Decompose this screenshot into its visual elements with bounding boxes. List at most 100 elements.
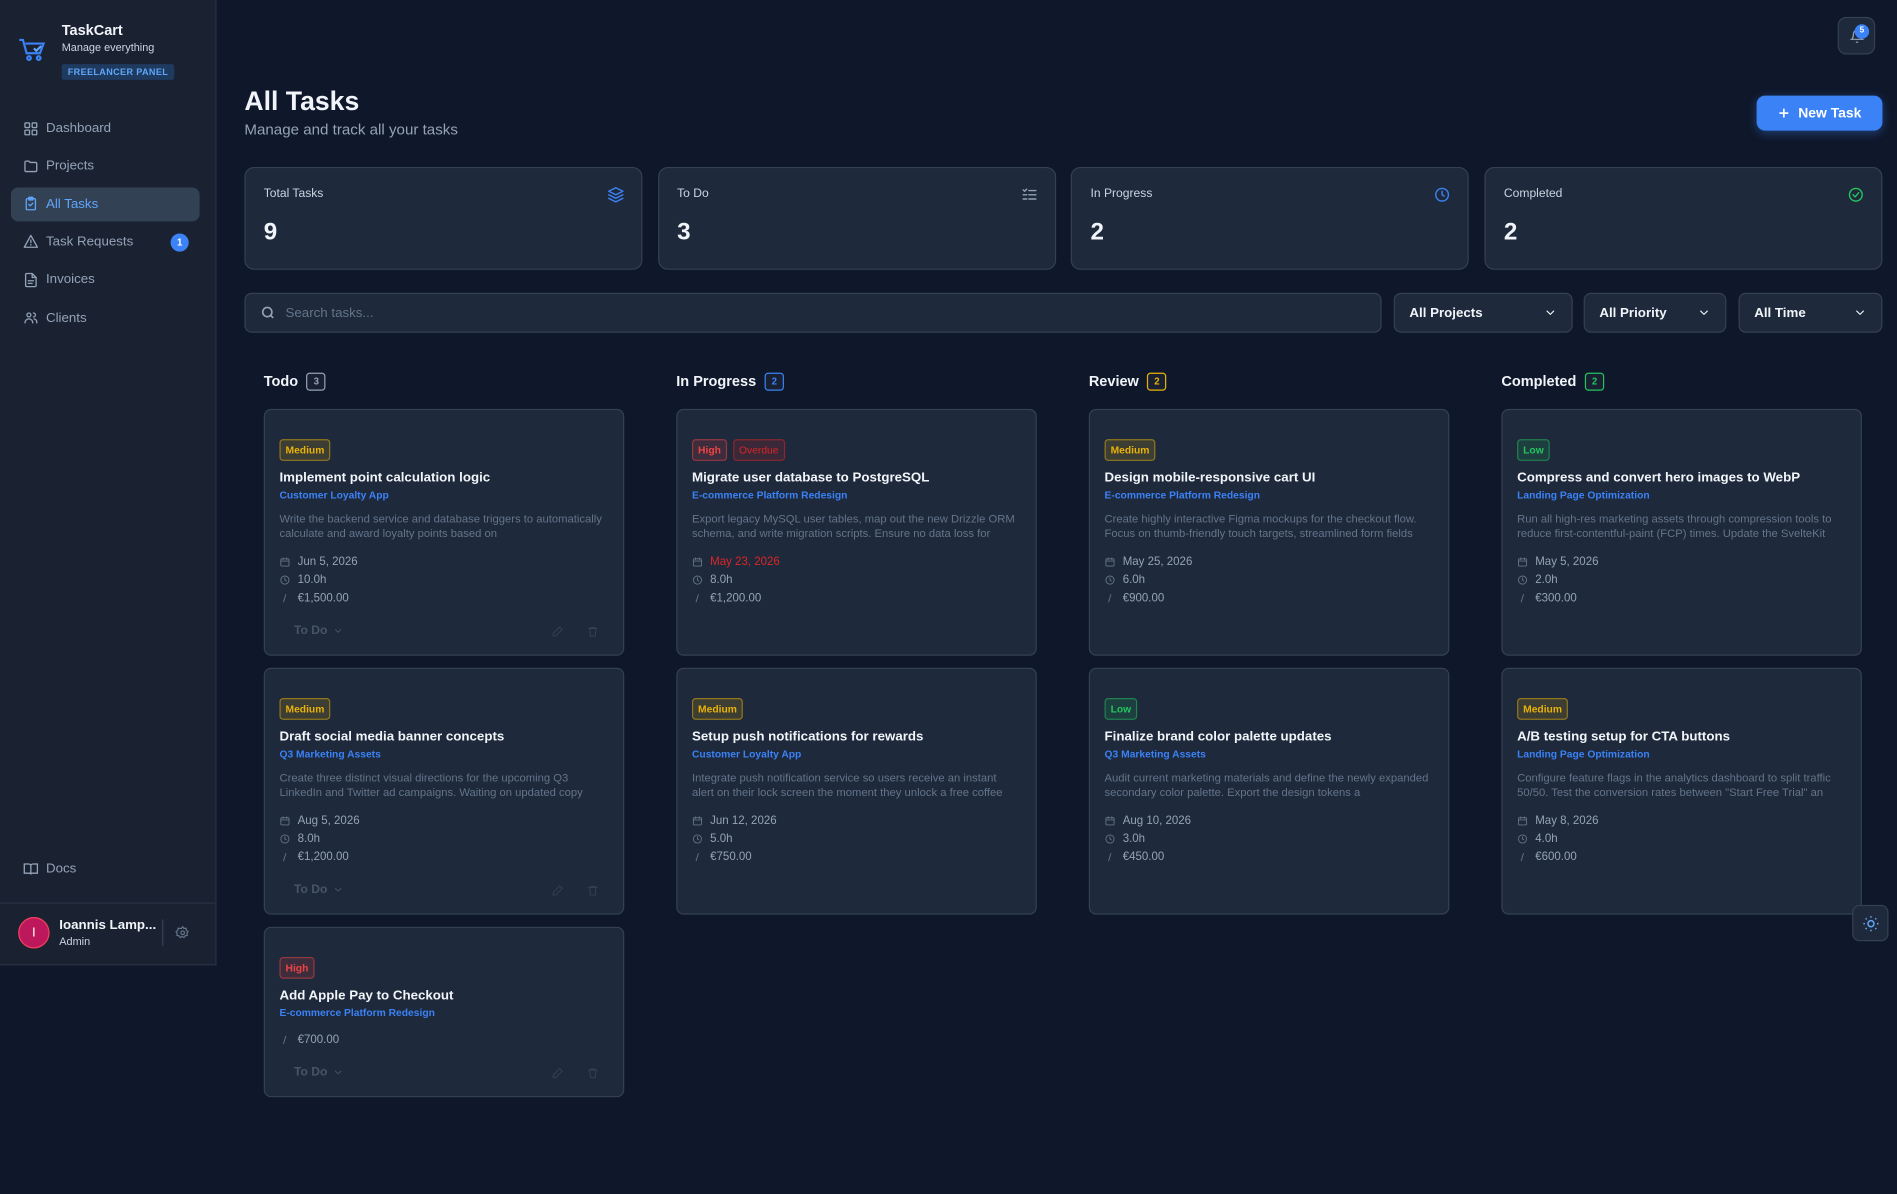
- meta-icon: [1108, 594, 1112, 603]
- task-card[interactable]: Low Finalize brand color palette updates Q…: [1088, 667, 1450, 915]
- task-description: Configure feature flags in the analytics…: [1517, 771, 1831, 799]
- chevron: [1700, 310, 1708, 315]
- divider: [0, 902, 216, 904]
- meta-icon: [283, 594, 287, 603]
- settings-button[interactable]: [175, 925, 190, 940]
- task-project[interactable]: Landing Page Optimization: [1517, 747, 1650, 760]
- meta-amount: €750.00: [692, 848, 1021, 866]
- task-project[interactable]: Q3 Marketing Assets: [279, 747, 381, 760]
- nav-item[interactable]: Invoices: [11, 263, 200, 297]
- priority-badge: Medium: [1104, 439, 1156, 461]
- stat-label: Total Tasks: [263, 187, 324, 201]
- task-title: Finalize brand color palette updates: [1104, 729, 1332, 745]
- status-select[interactable]: To Do: [293, 624, 328, 638]
- task-card[interactable]: Medium A/B testing setup for CTA buttons L…: [1501, 667, 1862, 915]
- meta-due: May 23, 2026: [692, 553, 1021, 571]
- stat-icon: [1848, 187, 1864, 202]
- task-card[interactable]: Medium Implement point calculation logic C…: [263, 408, 625, 656]
- task-project[interactable]: E-commerce Platform Redesign: [279, 1006, 435, 1019]
- task-project[interactable]: E-commerce Platform Redesign: [1104, 488, 1260, 501]
- filter-label: All Priority: [1599, 305, 1667, 320]
- nav-item[interactable]: Clients: [11, 301, 200, 335]
- meta-icon: [1517, 816, 1528, 826]
- task-description: Export legacy MySQL user tables, map out…: [692, 512, 1015, 540]
- task-project[interactable]: Customer Loyalty App: [692, 747, 802, 760]
- column-title: Todo: [263, 372, 299, 390]
- new-task-button[interactable]: New Task: [1756, 95, 1883, 131]
- priority-badge: Low: [1104, 698, 1138, 720]
- nav-item[interactable]: Projects: [11, 149, 200, 183]
- task-meta: May 23, 2026 8.0h €1,200.00: [692, 553, 1021, 607]
- meta-due: Aug 5, 2026: [279, 812, 608, 830]
- task-title: Implement point calculation logic: [279, 470, 491, 486]
- task-meta: Jun 5, 2026 10.0h €1,500.00: [279, 553, 608, 607]
- priority-badge: Medium: [279, 698, 331, 720]
- nav-item[interactable]: All Tasks: [10, 187, 200, 221]
- notifications-button[interactable]: 5: [1837, 16, 1876, 55]
- meta-icon: [280, 575, 290, 585]
- meta-value: May 8, 2026: [1535, 814, 1599, 828]
- meta-value: Jun 5, 2026: [297, 555, 358, 569]
- task-meta: May 5, 2026 2.0h €300.00: [1517, 553, 1846, 607]
- kanban-board: Todo 3 Medium Implement point calculation l…: [263, 370, 1863, 1098]
- nav-icon: [24, 121, 38, 135]
- column-header: Review 2: [1089, 370, 1450, 392]
- task-project[interactable]: Customer Loyalty App: [279, 488, 389, 501]
- filter-select[interactable]: All Projects: [1393, 292, 1573, 333]
- meta-amount: €300.00: [1517, 589, 1846, 607]
- task-card[interactable]: Medium Design mobile-responsive cart UI E-…: [1088, 408, 1450, 656]
- task-project[interactable]: Q3 Marketing Assets: [1104, 747, 1206, 760]
- task-project[interactable]: E-commerce Platform Redesign: [692, 488, 848, 501]
- column-title: Review: [1088, 372, 1139, 390]
- meta-icon: [1108, 853, 1112, 862]
- priority-badge: High: [692, 439, 727, 461]
- status-select[interactable]: To Do: [293, 1065, 328, 1080]
- edit-button: [552, 625, 563, 636]
- filter-select[interactable]: All Time: [1738, 292, 1883, 333]
- task-meta: Aug 5, 2026 8.0h €1,200.00: [279, 812, 608, 866]
- nav-item[interactable]: Dashboard: [11, 111, 200, 145]
- task-card[interactable]: Medium Setup push notifications for rewar…: [676, 667, 1037, 915]
- task-card[interactable]: Low Compress and convert hero images to W…: [1501, 408, 1862, 656]
- stat-value: 9: [263, 218, 278, 246]
- meta-icon: [1520, 853, 1524, 862]
- badges: Medium: [692, 698, 1021, 720]
- task-description: Run all high-res marketing assets throug…: [1517, 512, 1832, 540]
- meta-icon: [1105, 816, 1115, 826]
- meta-value: €750.00: [710, 850, 752, 864]
- search-box[interactable]: Search tasks...: [244, 292, 1382, 333]
- meta-value: €1,200.00: [297, 850, 349, 864]
- logo: [19, 38, 46, 61]
- meta-amount: €1,200.00: [279, 848, 608, 866]
- column-header: Completed 2: [1501, 370, 1862, 392]
- task-card[interactable]: Medium Draft social media banner concepts…: [263, 667, 625, 915]
- task-title: A/B testing setup for CTA buttons: [1517, 729, 1730, 745]
- task-project[interactable]: Landing Page Optimization: [1517, 488, 1650, 501]
- badges: Medium: [1517, 698, 1846, 720]
- meta-icon: [692, 816, 702, 826]
- badges: Low: [1517, 439, 1846, 461]
- column-title: In Progress: [676, 372, 757, 390]
- separator: [162, 919, 164, 947]
- task-card[interactable]: High Overdue Migrate user database to Post…: [676, 408, 1037, 656]
- meta-value: 8.0h: [710, 573, 733, 587]
- column-count: 2: [1147, 372, 1167, 391]
- chevron: [334, 629, 341, 633]
- task-card[interactable]: High Add Apple Pay to Checkout E-commerce …: [263, 926, 625, 1098]
- priority-badge: Medium: [692, 698, 743, 720]
- meta-value: 6.0h: [1122, 573, 1146, 587]
- docs-link[interactable]: Docs: [11, 852, 200, 886]
- filter-select[interactable]: All Priority: [1583, 292, 1727, 333]
- meta-amount: €900.00: [1105, 589, 1434, 607]
- task-meta: Jun 12, 2026 5.0h €750.00: [692, 812, 1021, 866]
- stat-label: Completed: [1503, 187, 1563, 201]
- nav-item[interactable]: Task Requests 1: [11, 225, 200, 259]
- stat-card: Completed 2: [1484, 166, 1883, 270]
- task-description: Create three distinct visual directions …: [279, 771, 583, 799]
- meta-icon: [1105, 834, 1115, 844]
- task-description: Audit current marketing materials and de…: [1104, 771, 1429, 799]
- theme-toggle[interactable]: [1852, 904, 1889, 942]
- status-select[interactable]: To Do: [293, 883, 328, 897]
